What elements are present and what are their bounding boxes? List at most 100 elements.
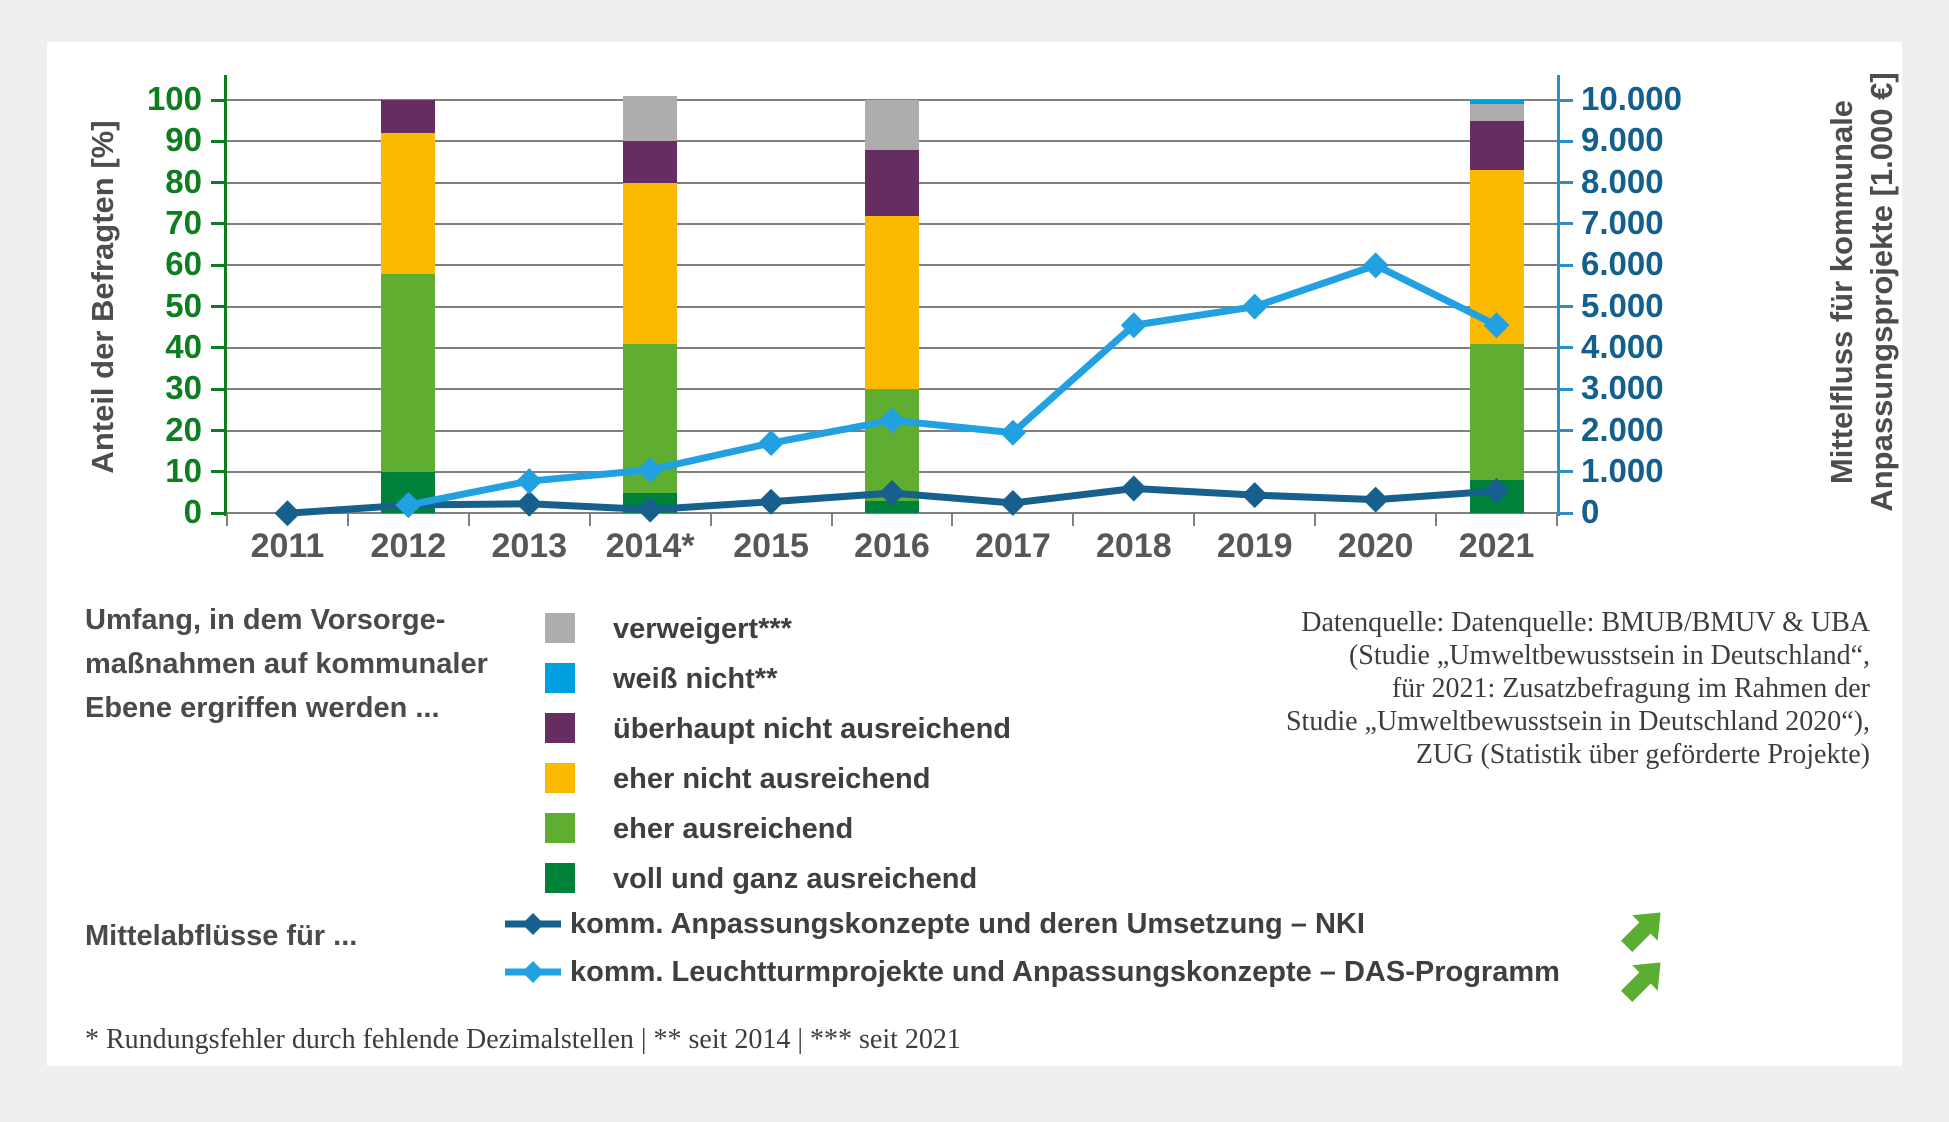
bar-segment <box>865 500 919 514</box>
x-axis-tick <box>1193 514 1196 527</box>
right-axis-tick-label: 6.000 <box>1581 245 1664 283</box>
right-axis-tick-label: 4.000 <box>1581 327 1664 365</box>
right-axis-tick <box>1559 470 1573 474</box>
left-axis-tick <box>211 387 225 391</box>
right-axis-tick <box>1559 511 1573 515</box>
survey-legend-intro: Umfang, in dem Vorsorge- maßnahmen auf k… <box>85 598 488 730</box>
line-legend-marker <box>505 913 561 935</box>
bar-segment <box>381 100 436 134</box>
survey-legend-intro-line3: Ebene ergriffen werden ... <box>85 692 440 724</box>
legend-item-label: weiß nicht** <box>613 663 778 695</box>
right-axis-tick <box>1559 263 1573 267</box>
left-axis-tick-label: 70 <box>165 203 202 241</box>
legend-item-label: eher ausreichend <box>613 813 854 845</box>
data-point-diamond <box>758 430 785 457</box>
left-axis-tick <box>211 305 225 309</box>
x-axis-label: 2015 <box>733 527 809 565</box>
left-axis-tick-label: 40 <box>165 327 202 365</box>
x-axis-tick <box>1556 514 1558 527</box>
line-legend-label: komm. Leuchtturmprojekte und Anpassungsk… <box>570 956 1560 988</box>
left-axis-tick <box>211 429 225 433</box>
left-axis-tick <box>211 98 225 102</box>
right-axis-tick <box>1559 98 1573 102</box>
data-source-line: ZUG (Statistik über geförderte Projekte) <box>1415 739 1870 770</box>
bar-segment <box>1469 343 1524 481</box>
legend-swatch <box>545 763 575 793</box>
data-point-diamond <box>1120 475 1147 502</box>
x-axis-label: 2011 <box>250 527 325 565</box>
data-point-diamond <box>879 407 905 434</box>
right-axis-tick-label: 10.000 <box>1581 80 1682 117</box>
x-axis-tick <box>588 514 591 527</box>
right-axis-tick <box>1559 181 1573 185</box>
data-source-line: (Studie „Umweltbewusstsein in Deutschlan… <box>1348 640 1870 671</box>
left-axis-tick <box>211 263 225 267</box>
left-axis-tick <box>211 470 225 474</box>
line-series <box>407 261 1499 509</box>
legend-swatch <box>545 713 575 743</box>
x-axis-label: 2016 <box>854 527 930 565</box>
x-axis-label: 2017 <box>975 527 1051 565</box>
right-axis-tick-label: 0 <box>1581 493 1600 531</box>
chart-card <box>47 42 1902 1066</box>
right-axis-tick <box>1559 429 1573 433</box>
x-axis-label: 2014* <box>605 527 695 565</box>
x-axis-tick <box>1435 514 1438 527</box>
left-axis-tick-label: 50 <box>165 286 202 324</box>
bar-segment <box>623 95 678 142</box>
footnote: * Rundungsfehler durch fehlende Dezimals… <box>85 1024 961 1055</box>
line-legend-label: komm. Anpassungskonzepte und deren Umset… <box>570 908 1365 940</box>
survey-legend-intro-line2: maßnahmen auf kommunaler <box>85 648 488 680</box>
left-axis-tick <box>211 139 225 143</box>
legend-item-label: eher nicht ausreichend <box>613 763 931 795</box>
bar-segment <box>381 273 436 472</box>
legend-swatch <box>545 813 575 843</box>
left-axis-tick-label: 0 <box>183 493 202 531</box>
x-axis-tick <box>709 514 712 527</box>
right-axis-line <box>1557 75 1560 516</box>
legend-item-label: voll und ganz ausreichend <box>613 863 978 895</box>
right-axis-tick-label: 7.000 <box>1581 203 1664 241</box>
left-axis-line <box>224 75 227 516</box>
gridline <box>227 512 1557 515</box>
x-axis-tick <box>1072 514 1075 527</box>
data-point-diamond <box>999 489 1026 516</box>
bar-segment <box>623 182 678 344</box>
bar-segment <box>1469 120 1524 171</box>
x-axis-label: 2012 <box>370 527 447 565</box>
line-legend-marker <box>505 961 561 983</box>
left-axis-tick <box>211 222 225 226</box>
data-point-diamond <box>879 480 905 507</box>
trend-up-arrow-icon <box>1620 912 1661 953</box>
right-axis-tick-label: 5.000 <box>1581 286 1664 324</box>
bar-segment <box>1469 104 1524 121</box>
x-axis-label: 2019 <box>1216 527 1293 565</box>
left-axis-tick-label: 30 <box>165 369 202 407</box>
right-axis-tick-label: 3.000 <box>1581 369 1664 407</box>
survey-legend-intro-line1: Umfang, in dem Vorsorge- <box>85 604 446 636</box>
data-point-diamond <box>637 456 664 483</box>
bar-segment <box>865 149 919 216</box>
bar-segment <box>1469 100 1524 105</box>
data-point-diamond <box>1241 482 1268 509</box>
right-axis-tick <box>1559 139 1573 143</box>
x-axis-tick <box>226 514 228 527</box>
flows-label: Mittelabflüsse für ... <box>85 920 358 952</box>
left-axis-tick-label: 100 <box>146 80 202 117</box>
bar-segment <box>865 215 919 390</box>
x-axis-label: 2013 <box>491 527 568 565</box>
left-axis-tick <box>211 346 225 350</box>
right-axis-tick <box>1559 222 1573 226</box>
left-axis-tick <box>211 181 225 185</box>
x-axis-label: 2021 <box>1458 527 1535 565</box>
data-point-diamond <box>1483 477 1510 504</box>
data-point-diamond <box>395 492 422 519</box>
bar-segment <box>381 133 436 274</box>
data-point-diamond <box>1362 486 1389 513</box>
trend-up-arrow-icon <box>1620 962 1661 1003</box>
data-source-line: Studie „Umweltbewusstsein in Deutschland… <box>1285 706 1870 737</box>
right-axis-tick <box>1559 305 1573 309</box>
data-point-diamond <box>1362 252 1389 279</box>
